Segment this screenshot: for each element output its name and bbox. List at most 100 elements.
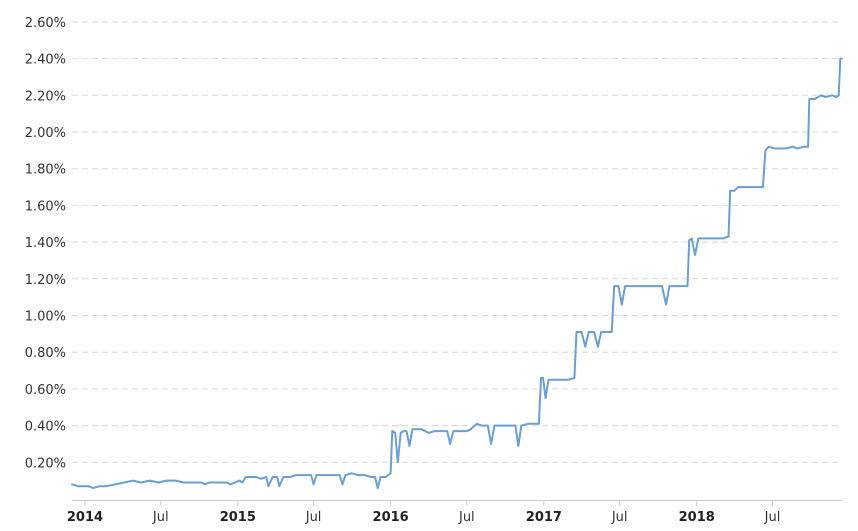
data-point [795, 147, 798, 150]
data-point [405, 430, 408, 432]
data-point [573, 377, 576, 379]
data-point [208, 481, 211, 484]
data-point [341, 483, 344, 486]
y-tick-label: 2.40% [25, 53, 66, 68]
data-point [773, 147, 776, 150]
data-point [338, 474, 341, 476]
data-point [624, 285, 626, 287]
data-point [442, 430, 444, 432]
data-point [540, 377, 542, 379]
y-tick-label: 0.60% [25, 383, 66, 398]
data-point [690, 237, 693, 240]
data-point [165, 479, 168, 482]
data-point [767, 145, 770, 148]
data-point [229, 483, 232, 486]
data-point [259, 477, 262, 480]
data-point [469, 428, 472, 431]
data-point [140, 481, 143, 484]
y-tick-label: 1.60% [25, 199, 66, 214]
data-point [729, 189, 732, 192]
data-point [575, 331, 578, 333]
data-point [606, 331, 608, 333]
y-tick-label: 0.80% [25, 346, 66, 361]
y-tick-label: 0.20% [25, 456, 66, 471]
data-point [514, 424, 517, 427]
data-point [271, 476, 274, 478]
x-tick-label: Jul [305, 510, 322, 525]
data-point [835, 96, 838, 98]
data-point [420, 428, 423, 431]
data-point [803, 145, 806, 148]
data-point [276, 476, 279, 478]
x-tick-label: 2018 [679, 510, 715, 525]
data-point [831, 94, 833, 97]
y-tick-label: 1.40% [25, 236, 66, 251]
data-point [427, 432, 430, 434]
data-point [486, 424, 489, 427]
data-point [708, 237, 711, 240]
data-point [241, 481, 244, 484]
data-point [517, 444, 520, 447]
data-point [77, 485, 79, 488]
data-point [762, 186, 764, 189]
data-point [374, 476, 376, 478]
data-point [391, 430, 394, 432]
data-point [312, 483, 315, 486]
y-tick-label: 1.20% [25, 273, 66, 288]
data-point [837, 94, 840, 97]
data-point [114, 483, 117, 486]
data-point [764, 149, 767, 152]
data-point [459, 430, 461, 432]
data-point [331, 474, 334, 476]
x-axis-ticks: 2014 Jul 2015 Jul 2016 Jul 2017 Jul 2018 Jul [67, 500, 780, 525]
gridlines [72, 21, 842, 501]
data-point [820, 94, 822, 97]
data-point [123, 481, 126, 484]
data-point [98, 485, 101, 488]
data-point [433, 430, 436, 432]
y-tick-label: 2.20% [25, 89, 66, 104]
data-point [557, 378, 560, 381]
data-point [542, 377, 544, 379]
data-point [282, 476, 285, 478]
data-point [694, 254, 696, 256]
data-point [650, 285, 653, 287]
data-point [244, 476, 247, 478]
series-layer [71, 57, 843, 489]
data-point [749, 186, 752, 189]
data-point [686, 285, 689, 287]
data-point [225, 481, 228, 484]
data-point [533, 422, 536, 425]
data-point [149, 479, 151, 482]
data-point [278, 485, 281, 488]
data-point [520, 424, 523, 427]
data-point [234, 481, 236, 484]
data-point [92, 487, 94, 489]
data-point [722, 237, 724, 240]
data-point [200, 481, 202, 484]
data-point [584, 345, 587, 348]
data-point [600, 331, 603, 333]
data-point [597, 345, 599, 348]
data-point [620, 303, 623, 306]
data-point [396, 461, 399, 464]
data-point [370, 476, 372, 478]
data-point [617, 285, 620, 287]
data-point [255, 476, 258, 478]
x-tick-label: Jul [764, 510, 781, 525]
data-point [238, 479, 241, 482]
data-point [499, 424, 502, 427]
data-point [217, 481, 220, 484]
data-point [402, 430, 405, 432]
series-line [71, 57, 842, 489]
data-point [661, 285, 663, 287]
data-point [637, 285, 640, 287]
data-point [315, 474, 318, 476]
y-tick-label: 1.80% [25, 163, 66, 178]
data-point [357, 474, 359, 476]
data-point [544, 397, 547, 399]
y-tick-label: 2.00% [25, 126, 66, 141]
data-point [587, 331, 590, 333]
data-point [363, 474, 366, 476]
x-tick-label: 2017 [526, 510, 562, 525]
